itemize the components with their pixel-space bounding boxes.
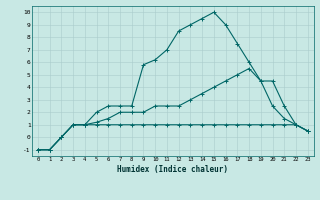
X-axis label: Humidex (Indice chaleur): Humidex (Indice chaleur) (117, 165, 228, 174)
